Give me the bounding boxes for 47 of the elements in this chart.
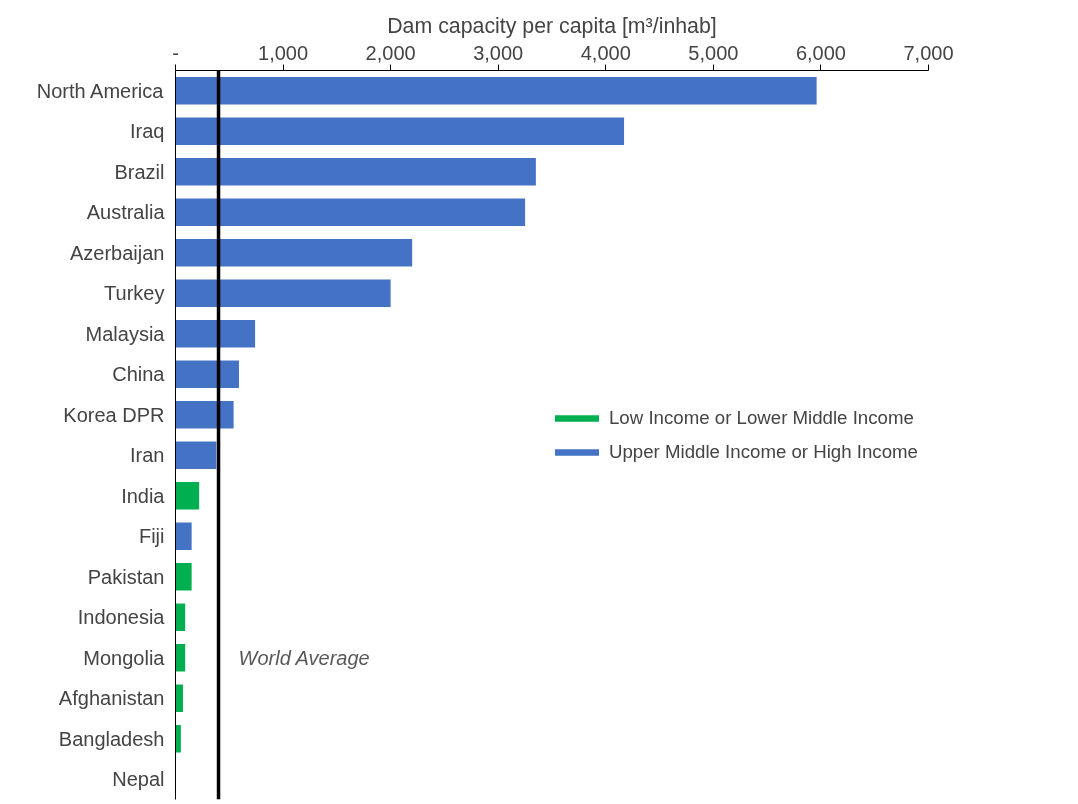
x-tick-label: 5,000 — [688, 41, 739, 64]
bar — [175, 562, 192, 591]
bar — [175, 684, 184, 713]
x-tick-label: 3,000 — [473, 41, 524, 64]
y-tick-label: Iraq — [130, 120, 165, 143]
y-tick-label: North America — [36, 79, 165, 102]
y-tick-label: Malaysia — [85, 322, 166, 345]
y-tick-label: Nepal — [112, 768, 165, 791]
bar — [175, 400, 234, 429]
x-tick-label: 2,000 — [365, 41, 416, 64]
bar — [175, 441, 217, 470]
bar — [175, 157, 536, 186]
y-tick-label: Fiji — [138, 525, 165, 548]
y-tick-label: Indonesia — [77, 606, 166, 629]
y-tick-label: Iran — [130, 444, 165, 467]
x-axis-title: Dam capacity per capita [m³/inhab] — [387, 13, 717, 38]
y-tick-label: Bangladesh — [58, 727, 165, 750]
y-tick-label: Korea DPR — [63, 403, 165, 426]
bar — [175, 360, 239, 389]
bar — [175, 76, 817, 105]
bar — [175, 643, 186, 672]
y-tick-label: India — [121, 484, 166, 507]
x-tick-label: 6,000 — [795, 41, 846, 64]
y-tick-label: China — [112, 363, 166, 386]
bar — [175, 603, 186, 632]
x-tick-label: - — [172, 41, 179, 64]
legend-label: Upper Middle Income or High Income — [608, 440, 918, 463]
bar — [175, 117, 625, 146]
bar — [175, 522, 192, 551]
bar — [175, 481, 200, 510]
y-tick-label: Australia — [86, 201, 166, 224]
bar — [175, 319, 256, 348]
y-tick-label: Turkey — [104, 282, 165, 305]
x-tick-label: 7,000 — [903, 41, 954, 64]
y-tick-label: Brazil — [114, 160, 165, 183]
x-tick-label: 1,000 — [258, 41, 309, 64]
x-tick-label: 4,000 — [580, 41, 631, 64]
y-tick-label: Pakistan — [87, 565, 165, 588]
bar — [175, 724, 181, 753]
legend-label: Low Income or Lower Middle Income — [608, 406, 914, 429]
y-tick-label: Mongolia — [83, 646, 166, 669]
y-tick-label: Azerbaijan — [70, 241, 165, 264]
bar — [175, 238, 413, 267]
bar — [175, 198, 526, 227]
y-tick-label: Afghanistan — [58, 687, 165, 710]
ref-line-label: World Average — [238, 646, 370, 669]
bar — [175, 279, 391, 308]
